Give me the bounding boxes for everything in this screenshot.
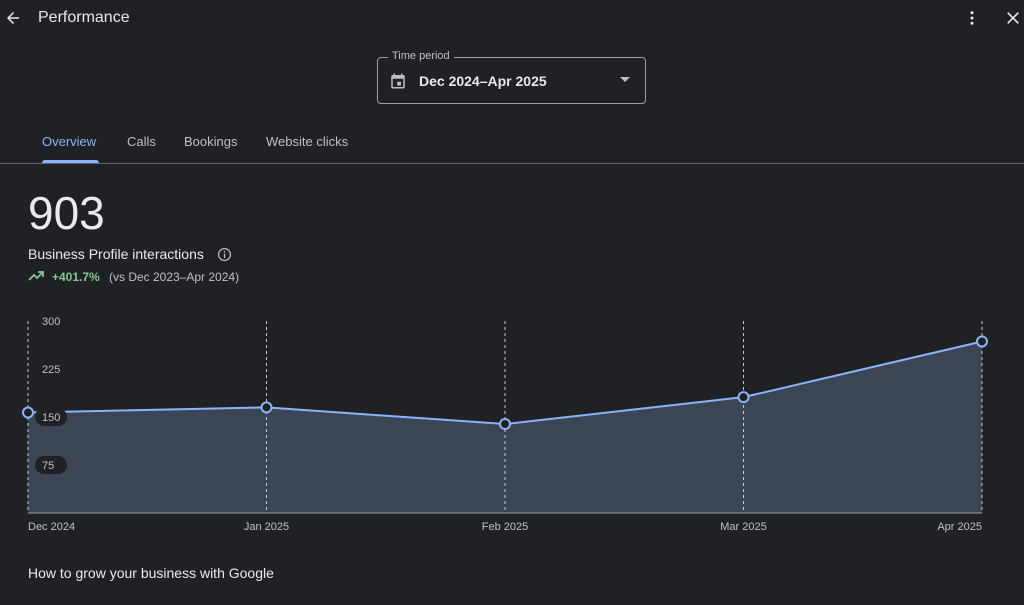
chart-data-point[interactable] bbox=[260, 401, 273, 414]
chart-data-point[interactable] bbox=[737, 391, 750, 404]
trending-up-icon bbox=[28, 271, 44, 281]
time-period-label: Time period bbox=[388, 50, 454, 62]
calendar-icon bbox=[391, 73, 405, 89]
grow-business-heading: How to grow your business with Google bbox=[28, 565, 274, 581]
active-tab-indicator bbox=[42, 160, 99, 163]
close-icon bbox=[1007, 12, 1019, 24]
chart-y-tick-label: 225 bbox=[42, 364, 60, 376]
close-button[interactable] bbox=[1002, 6, 1024, 30]
tab-overview[interactable]: Overview bbox=[42, 134, 97, 149]
chart-data-point[interactable] bbox=[22, 406, 34, 419]
time-period-select[interactable]: Time period Dec 2024–Apr 2025 bbox=[377, 50, 646, 104]
time-period-value: Dec 2024–Apr 2025 bbox=[419, 73, 547, 89]
dropdown-caret-icon bbox=[620, 77, 630, 82]
more-vert-icon bbox=[970, 11, 974, 25]
top-bar: Performance bbox=[0, 0, 1024, 38]
chart-data-point[interactable] bbox=[499, 418, 511, 431]
chart-y-tick-label: 300 bbox=[42, 316, 60, 328]
tab-bar: Overview Calls Bookings Website clicks bbox=[0, 122, 1024, 164]
page-title: Performance bbox=[38, 9, 130, 26]
chart-x-tick-label: Apr 2025 bbox=[937, 521, 982, 533]
chart-x-tick-label: Feb 2025 bbox=[482, 521, 528, 533]
chart-y-tick-pill bbox=[35, 408, 67, 426]
tab-calls[interactable]: Calls bbox=[127, 134, 156, 149]
chart-y-tick-pill bbox=[35, 456, 67, 474]
tab-bookings[interactable]: Bookings bbox=[184, 134, 238, 149]
metric-label: Business Profile interactions bbox=[28, 246, 204, 262]
chart-x-tick-label: Dec 2024 bbox=[28, 521, 75, 533]
total-interactions-value: 903 bbox=[28, 187, 105, 239]
chart-y-tick-label: 75 bbox=[42, 460, 54, 472]
chart-x-tick-label: Jan 2025 bbox=[244, 521, 289, 533]
trend-comparison-text: (vs Dec 2023–Apr 2024) bbox=[109, 270, 240, 284]
arrow-back-icon bbox=[7, 12, 19, 24]
chart-y-tick-pill bbox=[35, 360, 67, 378]
chart-y-tick-label: 150 bbox=[42, 412, 60, 424]
chart-data-point[interactable] bbox=[976, 335, 988, 348]
back-button[interactable] bbox=[2, 6, 24, 30]
more-options-button[interactable] bbox=[962, 6, 982, 30]
interactions-area-chart: 300 225 150 75 Dec 2024 Jan 2025 Feb 2025 Mar 2… bbox=[22, 316, 988, 533]
info-icon[interactable] bbox=[217, 247, 232, 262]
trend-change-value: +401.7% bbox=[52, 270, 100, 284]
tab-website-clicks[interactable]: Website clicks bbox=[266, 134, 349, 149]
chart-x-tick-label: Mar 2025 bbox=[720, 521, 766, 533]
